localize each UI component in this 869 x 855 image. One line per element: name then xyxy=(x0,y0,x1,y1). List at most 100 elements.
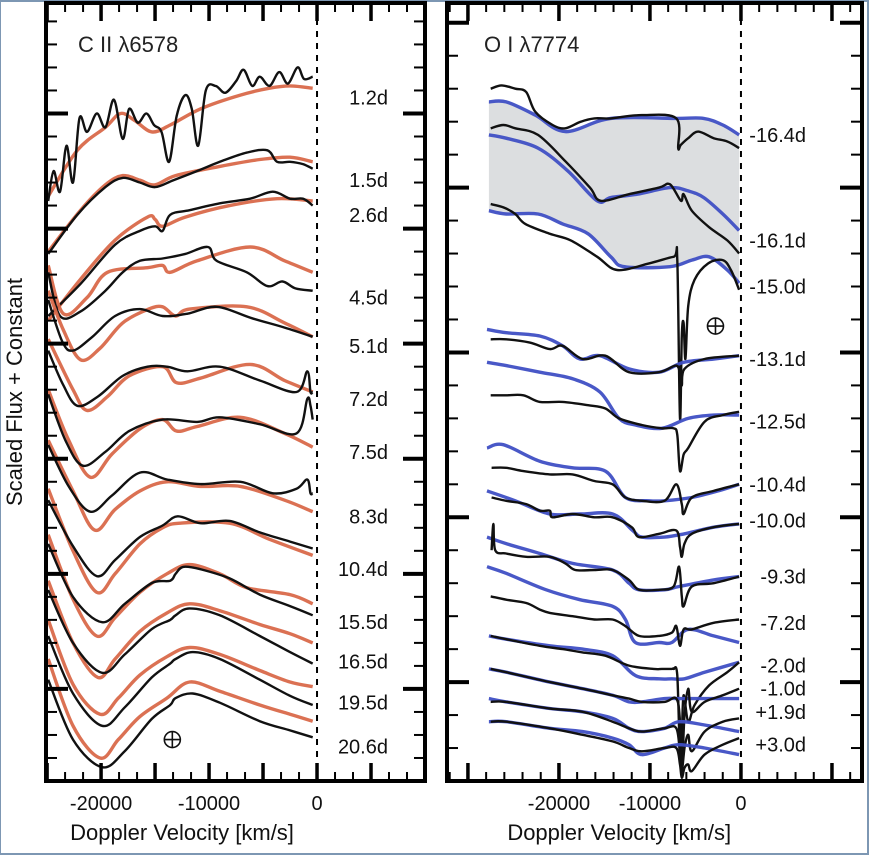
epoch-label: -1.0d xyxy=(760,679,806,701)
spectrum--16.1d xyxy=(488,123,741,255)
spectrum-5.1d xyxy=(46,290,314,363)
epoch-label: +3.0d xyxy=(755,735,806,757)
observed-spectrum-line xyxy=(490,667,740,770)
observed-spectrum-line xyxy=(47,393,314,468)
epoch-label: -12.5d xyxy=(749,412,806,434)
observed-spectrum-line xyxy=(491,466,740,516)
epoch-label: 8.3d xyxy=(349,506,388,528)
x-tick-label: -10000 xyxy=(619,793,681,815)
model-fit-line xyxy=(46,290,314,363)
model-fit-line xyxy=(486,535,740,593)
observed-spectrum-line xyxy=(490,393,740,473)
spectrum-7.2d xyxy=(46,338,314,413)
telluric-marker xyxy=(163,730,182,749)
x-tick-label: -20000 xyxy=(528,793,590,815)
model-fit-line xyxy=(46,658,314,760)
spectrum-1.2d xyxy=(46,66,314,202)
model-fit-line xyxy=(488,634,740,681)
x-axis-label: Doppler Velocity [km/s] xyxy=(507,820,731,845)
observed-spectrum-line xyxy=(490,337,740,387)
observed-spectrum-line xyxy=(490,522,740,608)
observed-spectrum-line xyxy=(47,299,314,352)
epoch-label: -16.1d xyxy=(749,230,806,252)
observed-spectrum-line xyxy=(47,245,313,320)
model-fit-line xyxy=(46,196,313,322)
model-fit-line xyxy=(46,338,314,413)
spectrum-8.3d xyxy=(46,439,314,533)
spectrum--13.1d xyxy=(486,327,740,387)
epoch-labels-group: -16.4d -16.1d -15.0d -13.1d -12.5d -10.4d -10.… xyxy=(749,125,806,757)
observed-spectrum-line xyxy=(490,700,740,773)
observed-spectrum-line xyxy=(491,496,740,559)
plot-frame xyxy=(445,1,864,783)
observed-spectrum-line xyxy=(490,123,741,255)
spectrum-2.6d xyxy=(46,190,314,322)
spectrum--2.0d xyxy=(488,634,740,759)
observed-spectrum-line xyxy=(47,350,314,408)
epoch-label: -10.4d xyxy=(749,474,806,496)
epoch-label: 20.6d xyxy=(338,736,388,758)
x-tick-label: 0 xyxy=(311,793,322,815)
observed-spectrum-line xyxy=(490,202,741,421)
spectrum--9.3d xyxy=(486,522,740,608)
spectrum-19.5d xyxy=(46,619,314,728)
observed-spectrum-line xyxy=(47,190,314,317)
model-fit-line xyxy=(46,488,314,595)
observed-spectrum-line xyxy=(47,543,314,624)
x-axis-label: Doppler Velocity [km/s] xyxy=(70,820,294,845)
observed-spectrum-line xyxy=(47,499,314,578)
observed-spectrum-line xyxy=(47,148,314,255)
observed-spectrum-line xyxy=(490,720,740,779)
spectrum--12.5d xyxy=(486,360,740,473)
spectrum--1.0d xyxy=(488,667,740,770)
observed-spectrum-line xyxy=(47,635,314,728)
panel-title: O I λ7774 xyxy=(484,32,579,57)
model-fit-line xyxy=(46,439,314,533)
epoch-label: 4.5d xyxy=(349,288,388,310)
model-fit-line xyxy=(488,719,740,757)
left-border-edge xyxy=(0,0,1,855)
model-fit-line xyxy=(486,565,740,646)
model-fit-line xyxy=(46,619,314,717)
spectrum--16.4d xyxy=(488,84,741,151)
epoch-labels-group: 1.2d 1.5d 2.6d 4.5d 5.1d 7.2d 7.5d 8.3d 10.4d 15.… xyxy=(338,87,388,758)
oi-panel: O I λ7774 -16.4d -16.1d -15.0d -13.1d -12.5d… xyxy=(445,1,864,845)
epoch-label: 10.4d xyxy=(338,559,388,581)
spectrum--10.4d xyxy=(486,442,740,516)
spectrum-+1.9d xyxy=(488,696,740,773)
observed-spectrum-line xyxy=(490,595,740,648)
bottom-border-edge xyxy=(0,853,869,855)
epoch-label: +1.9d xyxy=(755,702,806,724)
x-tick-labels-group: -20000 -10000 0 xyxy=(70,793,323,815)
top-border-edge xyxy=(0,0,869,2)
model-fit-line xyxy=(46,245,314,317)
epoch-label: 2.6d xyxy=(349,205,388,227)
panel-title: C II λ6578 xyxy=(78,32,178,57)
x-tick-label: -20000 xyxy=(70,793,132,815)
spectrum--10.0d xyxy=(486,489,740,559)
spectrum-4.5d xyxy=(46,245,314,320)
cii-panel: C II λ6578 1.2d 1.5d 2.6d 4.5d 5.1d 7.2d 7.5d 8… xyxy=(44,1,427,845)
epoch-label: 15.5d xyxy=(338,612,388,634)
spectrum-10.4d xyxy=(46,488,314,595)
observed-spectrum-line xyxy=(47,444,314,513)
model-fit-line xyxy=(486,327,740,375)
spectrum-1.5d xyxy=(46,148,314,255)
observed-spectrum-line xyxy=(490,84,740,151)
epoch-label: -7.2d xyxy=(760,613,806,635)
x-tick-label: 0 xyxy=(735,793,746,815)
x-tick-label: -10000 xyxy=(178,793,240,815)
epoch-label: 7.5d xyxy=(349,442,388,464)
epoch-label: -13.1d xyxy=(749,349,806,371)
model-fit-line xyxy=(46,534,314,639)
y-axis-label: Scaled Flux + Constant xyxy=(2,278,27,506)
spectrum--15.0d xyxy=(488,202,741,421)
spectrum-20.6d xyxy=(46,658,314,769)
epoch-label: 1.5d xyxy=(349,170,388,192)
epoch-label: -15.0d xyxy=(749,277,806,299)
right-border-edge xyxy=(867,0,869,855)
epoch-label: -2.0d xyxy=(760,656,806,678)
spectrum-15.5d xyxy=(46,534,314,639)
epoch-label: 7.2d xyxy=(349,389,388,411)
epoch-label: 16.5d xyxy=(338,651,388,673)
